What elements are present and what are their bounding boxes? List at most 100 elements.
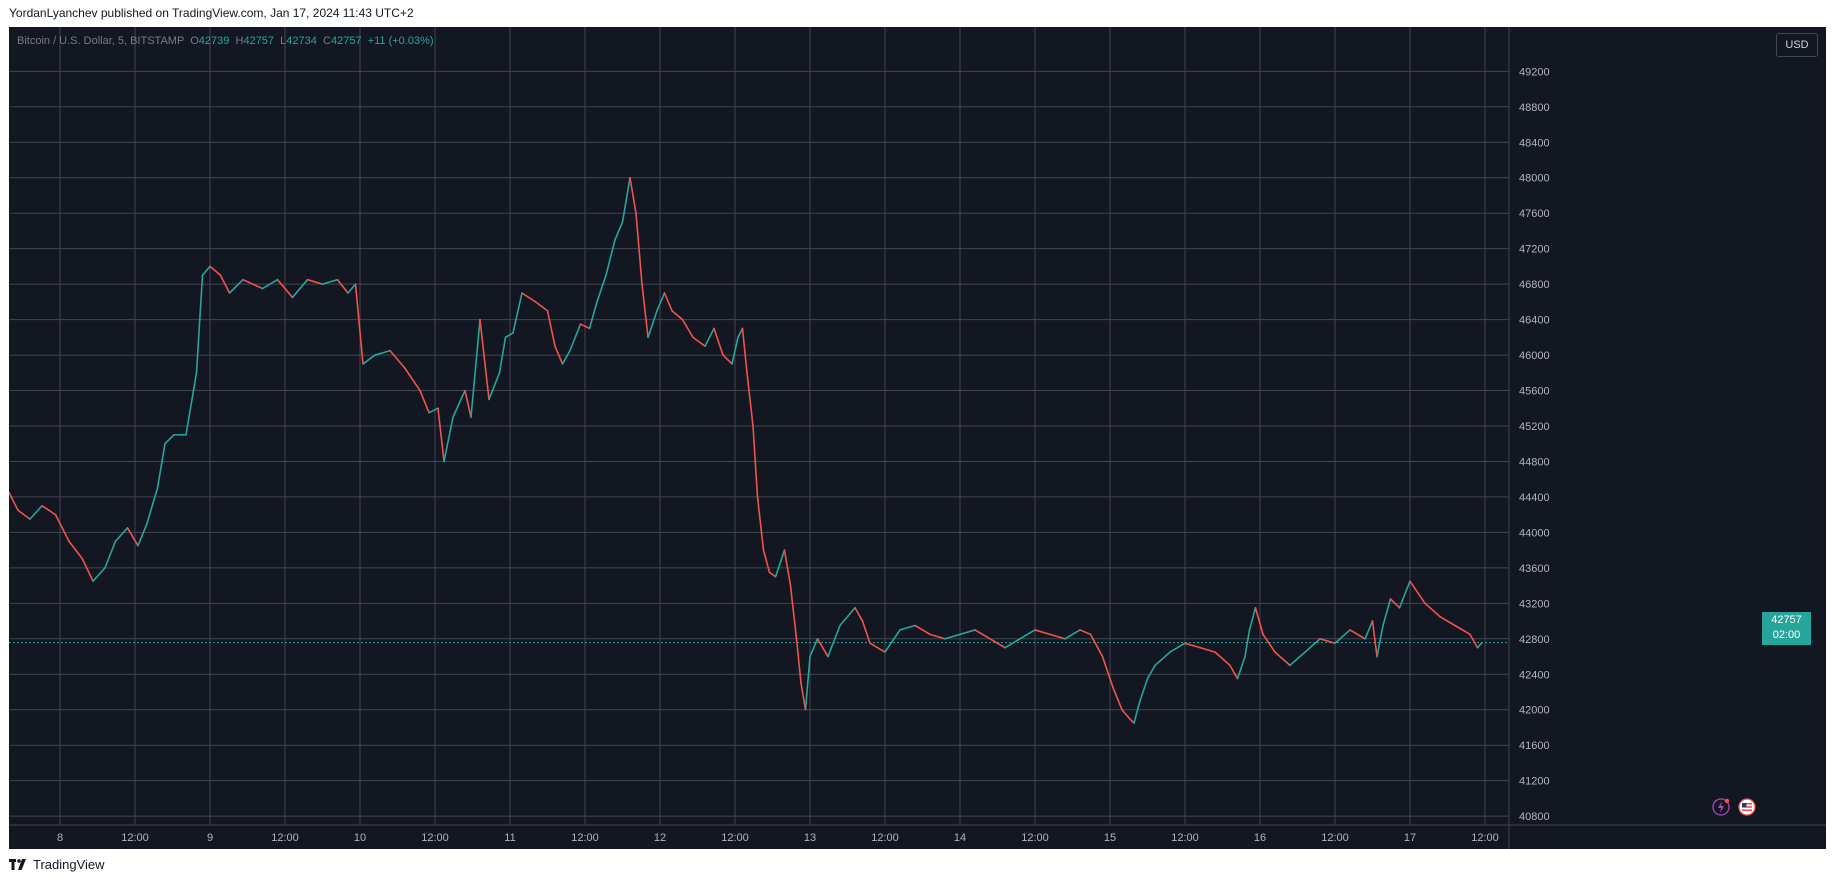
price-segment (1154, 651, 1171, 667)
x-tick-label: 12:00 (1321, 832, 1349, 844)
price-segment (827, 624, 841, 658)
price-segment (1469, 633, 1479, 649)
price-segment (347, 283, 357, 294)
price-segment (479, 318, 490, 401)
price-segment (389, 349, 406, 370)
price-segment (1439, 615, 1456, 627)
open-label: O (190, 35, 199, 47)
price-segment (1169, 642, 1186, 653)
price-segment (1364, 620, 1374, 640)
y-tick-label: 41600 (1519, 740, 1550, 752)
price-segment (504, 332, 514, 339)
price-segment (306, 278, 324, 285)
price-segment (1004, 637, 1021, 649)
close-value: 42757 (330, 35, 362, 47)
price-segment (17, 509, 31, 520)
price-segment (1112, 686, 1123, 711)
price-segment (854, 606, 864, 622)
price-segment (1101, 655, 1114, 689)
y-tick-label: 42400 (1519, 669, 1550, 681)
high-label: H (235, 35, 244, 47)
price-segment (164, 434, 175, 445)
price-segment (1398, 580, 1411, 609)
price-segment (1289, 651, 1306, 667)
price-segment (9, 491, 19, 512)
price-segment (804, 655, 811, 711)
x-tick-label: 12:00 (1021, 832, 1049, 844)
price-segment (156, 442, 166, 489)
price-segment (884, 629, 901, 653)
y-tick-label: 43200 (1519, 598, 1550, 610)
price-segment (746, 371, 754, 427)
us-flag-icon[interactable] (1738, 798, 1756, 816)
price-segment (1146, 664, 1156, 680)
price-segment (774, 549, 786, 578)
y-tick-label: 48000 (1519, 173, 1550, 185)
price-segment (1184, 642, 1201, 649)
price-segment (839, 606, 856, 627)
price-segment (185, 371, 198, 436)
x-tick-label: 8 (57, 832, 63, 844)
price-segment (54, 513, 70, 543)
price-segment (443, 416, 454, 463)
price-segment (512, 292, 523, 334)
price-segment (1454, 624, 1471, 636)
price-segment (647, 309, 658, 339)
price-segment (929, 633, 946, 640)
y-tick-label: 41200 (1519, 776, 1550, 788)
price-segment (92, 567, 106, 582)
price-segment (737, 327, 744, 339)
price-segment (1389, 598, 1401, 609)
price-segment (1128, 717, 1135, 724)
price-segment (635, 212, 643, 285)
tradingview-wordmark: TradingView (33, 857, 105, 872)
price-segment (242, 278, 264, 290)
price-segment (1254, 606, 1264, 636)
price-segment (1424, 602, 1441, 618)
price-segment (596, 274, 607, 303)
y-tick-label: 45600 (1519, 386, 1550, 398)
price-series (9, 176, 1483, 724)
bar-countdown: 02:00 (1772, 629, 1801, 641)
y-tick-label: 44400 (1519, 492, 1550, 504)
price-segment (614, 221, 624, 241)
price-segment (861, 620, 871, 645)
price-chart[interactable]: 40800 41200 41600 42000 42400 42800 43200 43600… (9, 27, 1826, 849)
price-segment (362, 354, 376, 365)
price-segment (419, 389, 430, 414)
x-tick-label: 17 (1404, 832, 1416, 844)
price-segment (944, 633, 961, 640)
price-segment (663, 292, 673, 312)
price-segment (41, 504, 57, 516)
footer-brand[interactable]: TradingView (9, 857, 105, 872)
chart-panel[interactable]: 40800 41200 41600 42000 42400 42800 43200 43600… (9, 27, 1826, 849)
price-segment (800, 682, 807, 711)
symbol-legend[interactable]: Bitcoin / U.S. Dollar, 5, BITSTAMP O4273… (17, 35, 434, 47)
price-segment (899, 624, 916, 631)
x-tick-label: 9 (207, 832, 213, 844)
y-tick-label: 46000 (1519, 350, 1550, 362)
y-tick-label: 40800 (1519, 811, 1550, 823)
price-segment (752, 425, 759, 498)
x-tick-label: 16 (1254, 832, 1266, 844)
price-segment (1236, 655, 1246, 680)
price-segment (816, 637, 829, 658)
price-segment (671, 309, 684, 321)
lightning-icon[interactable] (1712, 798, 1730, 816)
close-label: C (323, 35, 331, 47)
price-segment (1334, 629, 1351, 645)
grid (9, 27, 1826, 849)
currency-button[interactable]: USD (1776, 33, 1818, 57)
y-tick-label: 42000 (1519, 705, 1550, 717)
price-segment (201, 265, 211, 277)
y-tick-label: 43600 (1519, 563, 1550, 575)
price-segment (464, 389, 472, 418)
price-segment (692, 336, 706, 348)
price-segment (1133, 700, 1141, 724)
x-tick-label: 12 (654, 832, 666, 844)
change-value: +11 (+0.03%) (367, 35, 434, 47)
price-segment (789, 584, 798, 640)
price-segment (731, 336, 739, 365)
symbol-name[interactable]: Bitcoin / U.S. Dollar, 5, BITSTAMP (17, 35, 185, 47)
price-segment (404, 367, 421, 392)
